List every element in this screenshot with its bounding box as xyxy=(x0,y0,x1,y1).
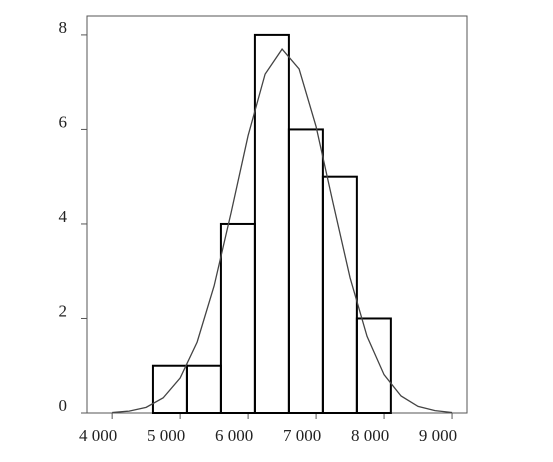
bar xyxy=(185,364,222,415)
x-tick-label: 4 000 xyxy=(79,426,117,445)
bar xyxy=(287,128,324,415)
x-tick-label: 5 000 xyxy=(147,426,185,445)
bar xyxy=(355,317,392,415)
x-tick-label: 6 000 xyxy=(215,426,253,445)
plot-frame xyxy=(86,15,468,414)
x-tick-label: 8 000 xyxy=(351,426,389,445)
y-tick-label: 4 xyxy=(59,207,68,226)
bar xyxy=(219,222,256,414)
y-tick-label: 6 xyxy=(59,112,68,131)
y-tick-label: 0 xyxy=(59,396,68,415)
normal-curve xyxy=(112,48,453,414)
y-tick-label: 2 xyxy=(59,301,68,320)
y-tick-label: 8 xyxy=(59,18,68,37)
x-tick-label: 7 000 xyxy=(283,426,321,445)
bar xyxy=(321,175,358,414)
x-tick-label: 9 000 xyxy=(419,426,457,445)
